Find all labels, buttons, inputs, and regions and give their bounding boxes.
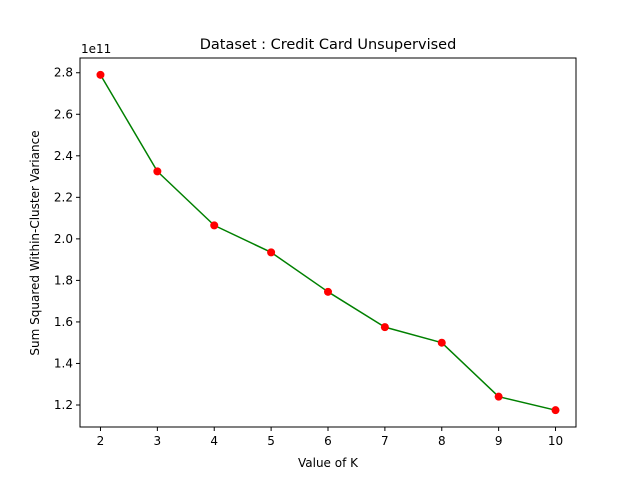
y-tick-label: 2.4: [54, 149, 73, 163]
data-point: [96, 70, 105, 79]
data-point: [324, 287, 332, 296]
data-point: [267, 248, 276, 257]
data-point: [551, 406, 560, 415]
x-tick-label: 5: [267, 434, 275, 448]
y-tick-label: 1.8: [54, 273, 73, 287]
y-tick-label: 1.4: [54, 356, 73, 370]
x-tick-label: 7: [381, 434, 389, 448]
data-point: [153, 167, 162, 176]
chart-title: Dataset : Credit Card Unsupervised: [200, 37, 457, 53]
data-point: [380, 323, 389, 332]
series-line: [99, 74, 556, 411]
data-point: [437, 338, 446, 347]
x-tick-label: 6: [324, 434, 332, 448]
x-tick-label: 10: [548, 434, 563, 448]
y-tick-label: 2.2: [54, 190, 73, 204]
plot-frame: [79, 57, 577, 428]
x-tick-label: 4: [210, 434, 218, 448]
y-tick-label: 2.6: [54, 107, 73, 121]
x-tick-label: 2: [97, 434, 105, 448]
x-tick-label: 9: [495, 434, 503, 448]
plot-area: 2 3 4 5 6 7 8 9 10 1.2 1.4 1.6 1.8 2.0 2.2 2.4 2.6 2.8: [54, 57, 577, 448]
y-axis-label: Sum Squared Within-Cluster Variance: [28, 130, 42, 355]
y-tick-label: 1.6: [54, 315, 73, 329]
data-point: [494, 392, 503, 401]
x-axis-label: Value of K: [298, 456, 359, 470]
y-axis-scale-label: 1e11: [81, 42, 111, 56]
x-tick-label: 8: [438, 434, 446, 448]
data-point: [210, 221, 219, 230]
y-tick-label: 2.0: [54, 232, 73, 246]
x-tick-label: 3: [154, 434, 162, 448]
y-tick-label: 1.2: [54, 398, 73, 412]
y-tick-label: 2.8: [54, 66, 73, 80]
